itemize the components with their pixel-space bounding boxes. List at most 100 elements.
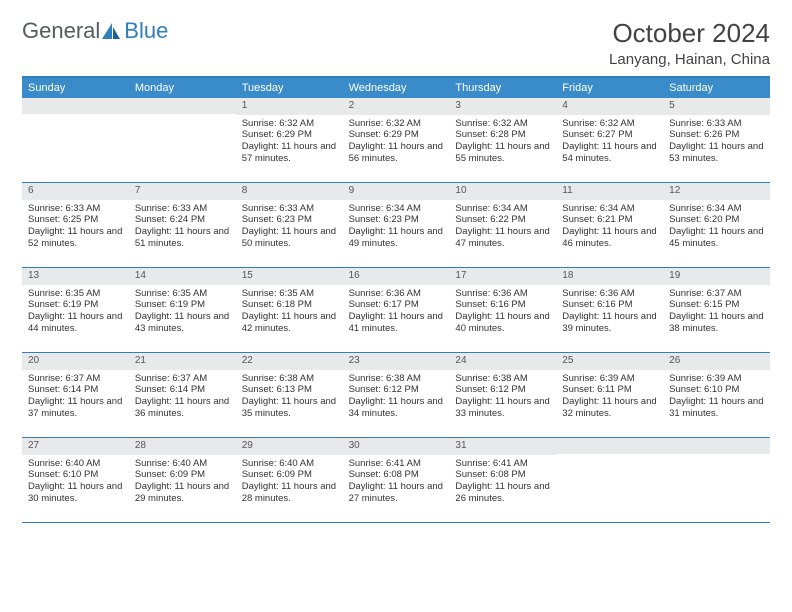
day-body: Sunrise: 6:33 AMSunset: 6:24 PMDaylight:… [129,200,236,255]
day-cell: 9Sunrise: 6:34 AMSunset: 6:23 PMDaylight… [343,183,450,267]
day-number: 2 [343,98,450,115]
daylight-text: Daylight: 11 hours and 31 minutes. [669,396,764,420]
daylight-text: Daylight: 11 hours and 43 minutes. [135,311,230,335]
sunset-text: Sunset: 6:09 PM [242,469,337,481]
day-cell: 12Sunrise: 6:34 AMSunset: 6:20 PMDayligh… [663,183,770,267]
sunrise-text: Sunrise: 6:38 AM [242,373,337,385]
day-cell: 3Sunrise: 6:32 AMSunset: 6:28 PMDaylight… [449,98,556,182]
day-body: Sunrise: 6:33 AMSunset: 6:26 PMDaylight:… [663,115,770,170]
day-body: Sunrise: 6:33 AMSunset: 6:23 PMDaylight:… [236,200,343,255]
day-body: Sunrise: 6:38 AMSunset: 6:13 PMDaylight:… [236,370,343,425]
sunrise-text: Sunrise: 6:33 AM [135,203,230,215]
sunrise-text: Sunrise: 6:33 AM [669,118,764,130]
daylight-text: Daylight: 11 hours and 57 minutes. [242,141,337,165]
day-cell: 8Sunrise: 6:33 AMSunset: 6:23 PMDaylight… [236,183,343,267]
day-number [129,98,236,114]
day-number: 16 [343,268,450,285]
week-row: 20Sunrise: 6:37 AMSunset: 6:14 PMDayligh… [22,353,770,438]
day-body: Sunrise: 6:38 AMSunset: 6:12 PMDaylight:… [343,370,450,425]
day-body: Sunrise: 6:32 AMSunset: 6:28 PMDaylight:… [449,115,556,170]
day-number: 6 [22,183,129,200]
day-body: Sunrise: 6:34 AMSunset: 6:23 PMDaylight:… [343,200,450,255]
sunset-text: Sunset: 6:24 PM [135,214,230,226]
weekday-header: Saturday [663,78,770,98]
sunset-text: Sunset: 6:11 PM [562,384,657,396]
day-number: 25 [556,353,663,370]
sunrise-text: Sunrise: 6:34 AM [455,203,550,215]
day-body: Sunrise: 6:39 AMSunset: 6:10 PMDaylight:… [663,370,770,425]
sunrise-text: Sunrise: 6:36 AM [349,288,444,300]
day-body: Sunrise: 6:37 AMSunset: 6:14 PMDaylight:… [22,370,129,425]
day-number: 19 [663,268,770,285]
brand-part2: Blue [124,18,168,44]
sunset-text: Sunset: 6:08 PM [349,469,444,481]
sunset-text: Sunset: 6:22 PM [455,214,550,226]
daylight-text: Daylight: 11 hours and 42 minutes. [242,311,337,335]
weekday-header: Wednesday [343,78,450,98]
daylight-text: Daylight: 11 hours and 50 minutes. [242,226,337,250]
day-number: 26 [663,353,770,370]
daylight-text: Daylight: 11 hours and 35 minutes. [242,396,337,420]
day-body [22,114,129,174]
sunset-text: Sunset: 6:12 PM [349,384,444,396]
day-body: Sunrise: 6:40 AMSunset: 6:10 PMDaylight:… [22,455,129,510]
daylight-text: Daylight: 11 hours and 26 minutes. [455,481,550,505]
sunset-text: Sunset: 6:17 PM [349,299,444,311]
month-title: October 2024 [609,18,770,49]
day-cell: 26Sunrise: 6:39 AMSunset: 6:10 PMDayligh… [663,353,770,437]
day-cell [22,98,129,182]
day-cell: 11Sunrise: 6:34 AMSunset: 6:21 PMDayligh… [556,183,663,267]
sunrise-text: Sunrise: 6:38 AM [349,373,444,385]
daylight-text: Daylight: 11 hours and 29 minutes. [135,481,230,505]
location-label: Lanyang, Hainan, China [609,51,770,68]
sunset-text: Sunset: 6:23 PM [349,214,444,226]
day-cell: 25Sunrise: 6:39 AMSunset: 6:11 PMDayligh… [556,353,663,437]
week-row: 13Sunrise: 6:35 AMSunset: 6:19 PMDayligh… [22,268,770,353]
day-cell: 13Sunrise: 6:35 AMSunset: 6:19 PMDayligh… [22,268,129,352]
week-row: 1Sunrise: 6:32 AMSunset: 6:29 PMDaylight… [22,98,770,183]
sunset-text: Sunset: 6:21 PM [562,214,657,226]
day-cell: 18Sunrise: 6:36 AMSunset: 6:16 PMDayligh… [556,268,663,352]
day-body: Sunrise: 6:35 AMSunset: 6:18 PMDaylight:… [236,285,343,340]
day-body: Sunrise: 6:32 AMSunset: 6:29 PMDaylight:… [236,115,343,170]
sunset-text: Sunset: 6:12 PM [455,384,550,396]
day-cell: 31Sunrise: 6:41 AMSunset: 6:08 PMDayligh… [449,438,556,522]
sunrise-text: Sunrise: 6:40 AM [242,458,337,470]
day-body [663,454,770,514]
day-body: Sunrise: 6:32 AMSunset: 6:29 PMDaylight:… [343,115,450,170]
sunrise-text: Sunrise: 6:35 AM [242,288,337,300]
daylight-text: Daylight: 11 hours and 41 minutes. [349,311,444,335]
day-number: 14 [129,268,236,285]
day-cell [663,438,770,522]
day-body: Sunrise: 6:36 AMSunset: 6:16 PMDaylight:… [556,285,663,340]
daylight-text: Daylight: 11 hours and 56 minutes. [349,141,444,165]
day-number: 27 [22,438,129,455]
day-cell: 15Sunrise: 6:35 AMSunset: 6:18 PMDayligh… [236,268,343,352]
day-cell: 19Sunrise: 6:37 AMSunset: 6:15 PMDayligh… [663,268,770,352]
daylight-text: Daylight: 11 hours and 39 minutes. [562,311,657,335]
day-body: Sunrise: 6:34 AMSunset: 6:21 PMDaylight:… [556,200,663,255]
day-body: Sunrise: 6:41 AMSunset: 6:08 PMDaylight:… [449,455,556,510]
week-row: 27Sunrise: 6:40 AMSunset: 6:10 PMDayligh… [22,438,770,523]
week-row: 6Sunrise: 6:33 AMSunset: 6:25 PMDaylight… [22,183,770,268]
day-body: Sunrise: 6:41 AMSunset: 6:08 PMDaylight:… [343,455,450,510]
daylight-text: Daylight: 11 hours and 33 minutes. [455,396,550,420]
daylight-text: Daylight: 11 hours and 46 minutes. [562,226,657,250]
day-cell: 2Sunrise: 6:32 AMSunset: 6:29 PMDaylight… [343,98,450,182]
day-cell: 27Sunrise: 6:40 AMSunset: 6:10 PMDayligh… [22,438,129,522]
day-body: Sunrise: 6:39 AMSunset: 6:11 PMDaylight:… [556,370,663,425]
daylight-text: Daylight: 11 hours and 27 minutes. [349,481,444,505]
day-cell: 10Sunrise: 6:34 AMSunset: 6:22 PMDayligh… [449,183,556,267]
sunrise-text: Sunrise: 6:37 AM [28,373,123,385]
day-body: Sunrise: 6:40 AMSunset: 6:09 PMDaylight:… [129,455,236,510]
day-cell: 22Sunrise: 6:38 AMSunset: 6:13 PMDayligh… [236,353,343,437]
day-cell: 29Sunrise: 6:40 AMSunset: 6:09 PMDayligh… [236,438,343,522]
sunrise-text: Sunrise: 6:35 AM [135,288,230,300]
daylight-text: Daylight: 11 hours and 32 minutes. [562,396,657,420]
day-body: Sunrise: 6:35 AMSunset: 6:19 PMDaylight:… [129,285,236,340]
day-body: Sunrise: 6:40 AMSunset: 6:09 PMDaylight:… [236,455,343,510]
daylight-text: Daylight: 11 hours and 49 minutes. [349,226,444,250]
day-body: Sunrise: 6:37 AMSunset: 6:15 PMDaylight:… [663,285,770,340]
daylight-text: Daylight: 11 hours and 38 minutes. [669,311,764,335]
sunrise-text: Sunrise: 6:34 AM [562,203,657,215]
